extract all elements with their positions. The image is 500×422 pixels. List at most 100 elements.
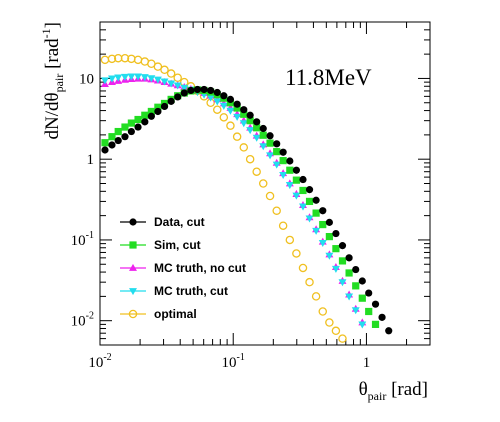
energy-annotation: 11.8MeV: [285, 65, 372, 90]
data-point: [226, 95, 235, 104]
data-point: [312, 209, 320, 217]
data-point: [141, 118, 149, 126]
x-tick-label: 1: [363, 355, 371, 371]
data-point: [292, 176, 300, 184]
data-point: [107, 54, 117, 64]
data-point: [318, 307, 328, 316]
data-point: [108, 75, 116, 83]
data-point: [219, 113, 229, 122]
data-point: [127, 127, 135, 136]
data-point: [153, 76, 162, 84]
data-point: [160, 65, 169, 75]
data-point: [305, 277, 314, 287]
data-point: [219, 102, 228, 110]
data-point: [305, 197, 314, 206]
y-tick-label: 10: [79, 71, 94, 87]
x-tick-label: 10-2: [88, 352, 111, 371]
data-point: [239, 120, 248, 128]
y-axis-title-unit-close: ]: [42, 22, 63, 28]
data-point: [332, 229, 340, 238]
legend: Data, cut Sim, cut MC truth, no cut MC trut…: [120, 215, 246, 321]
data-point: [365, 307, 373, 316]
data-point: [272, 161, 281, 169]
data-point: [180, 89, 188, 97]
data-point: [259, 131, 267, 139]
plot-frame: [99, 21, 431, 346]
data-point: [338, 257, 347, 265]
data-point: [127, 73, 136, 81]
y-axis-title-unit-open: [rad: [42, 38, 63, 74]
data-point: [278, 221, 288, 230]
y-tick-label: 10-2: [71, 311, 94, 330]
data-point: [147, 107, 155, 116]
legend-marker: [128, 309, 138, 319]
x-axis-title: θpair [rad]: [359, 379, 428, 403]
data-point: [167, 97, 175, 105]
data-point: [279, 148, 287, 156]
y-axis-title-unit-exp: -1: [39, 28, 53, 38]
data-point: [351, 307, 360, 315]
data-point: [292, 192, 301, 200]
data-point: [285, 235, 295, 245]
data-point: [299, 203, 307, 211]
data-point: [121, 133, 129, 141]
data-point: [286, 166, 294, 174]
x-axis-title-main: θ: [359, 379, 368, 400]
data-point: [240, 106, 248, 114]
data-point: [134, 73, 143, 81]
data-point: [305, 186, 314, 194]
minor-ticks: [100, 21, 431, 346]
legend-marker: [129, 263, 137, 271]
data-point: [187, 86, 195, 95]
data-point: [299, 186, 307, 195]
data-point: [273, 148, 281, 156]
data-point: [358, 277, 366, 285]
series-mc-truth-cut: [101, 73, 367, 329]
data-point: [100, 55, 110, 65]
data-point: [233, 113, 242, 121]
legend-label: MC truth, cut: [154, 284, 228, 298]
data-point: [233, 104, 241, 112]
legend-entry: MC truth, no cut: [120, 261, 246, 275]
data-point: [352, 265, 360, 274]
data-point: [141, 111, 149, 119]
legend-label: MC truth, no cut: [154, 261, 246, 275]
data-point: [200, 85, 208, 94]
data-point: [312, 196, 320, 204]
data-point: [292, 166, 300, 174]
data-point: [233, 100, 241, 108]
legend-entry: Sim, cut: [120, 238, 201, 252]
legend-marker: [129, 288, 137, 296]
data-point: [213, 105, 222, 114]
legend-entry: MC truth, cut: [120, 284, 228, 298]
data-point: [338, 279, 347, 287]
data-point: [325, 218, 333, 226]
y-axis-title-sub: pair: [52, 74, 66, 93]
data-point: [358, 321, 367, 329]
data-point: [121, 123, 129, 131]
data-point: [226, 121, 235, 130]
data-point: [166, 69, 176, 78]
data-point: [385, 327, 393, 335]
legend-entry: optimal: [120, 307, 197, 321]
data-point: [266, 152, 275, 160]
data-point: [345, 269, 353, 277]
data-point: [207, 86, 215, 95]
data-point: [272, 206, 281, 215]
data-point: [213, 88, 221, 97]
data-point: [167, 80, 176, 88]
data-point: [246, 117, 254, 125]
data-point: [193, 85, 202, 94]
data-point: [331, 265, 340, 273]
data-point: [298, 263, 308, 273]
data-point: [365, 289, 373, 297]
data-point: [279, 171, 288, 179]
data-point: [127, 119, 135, 127]
data-point: [134, 115, 142, 124]
data-point: [345, 293, 354, 301]
legend-marker: [129, 218, 137, 226]
data-point: [285, 182, 294, 190]
series-data-cut: [101, 85, 393, 335]
data-point: [273, 140, 281, 148]
